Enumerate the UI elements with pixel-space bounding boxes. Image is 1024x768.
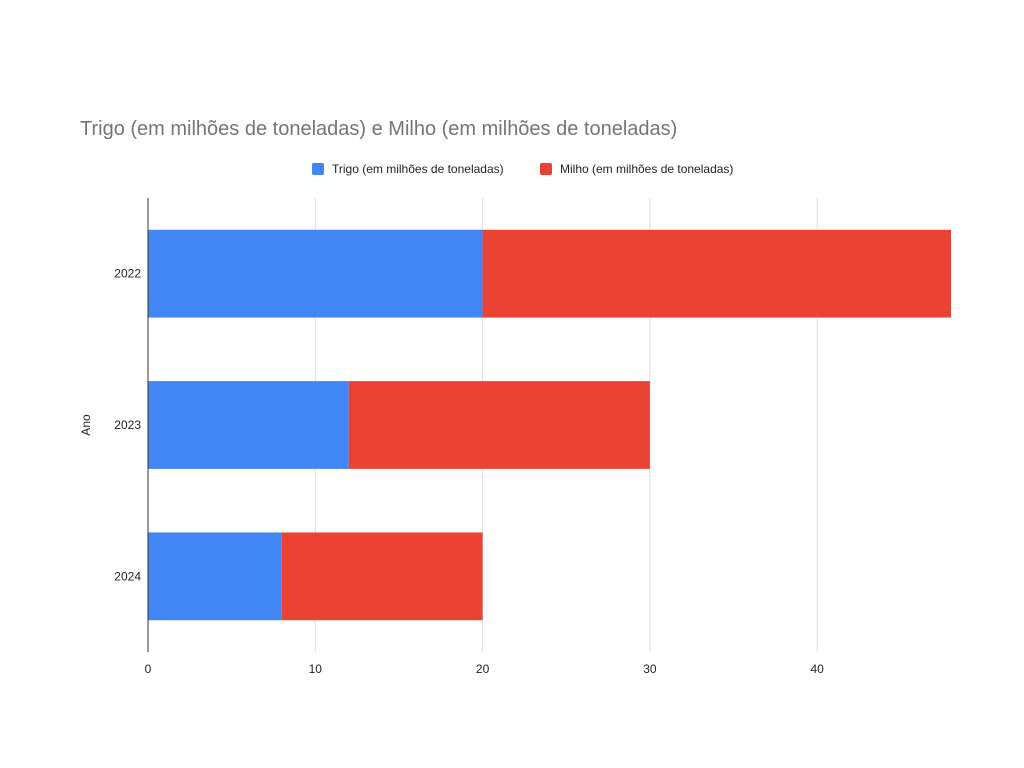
legend-swatch-milho bbox=[540, 163, 552, 175]
bar-milho-2023[interactable] bbox=[348, 381, 650, 469]
y-tick-label: 2023 bbox=[114, 418, 141, 432]
bar-trigo-2022[interactable] bbox=[148, 229, 483, 318]
x-tick-label: 0 bbox=[145, 662, 152, 676]
y-axis-label: Ano bbox=[79, 414, 93, 436]
bar-trigo-2024[interactable] bbox=[148, 532, 282, 621]
bar-milho-2022[interactable] bbox=[482, 229, 951, 318]
legend-label-milho: Milho (em milhões de toneladas) bbox=[560, 162, 734, 176]
bar-trigo-2023[interactable] bbox=[148, 381, 349, 469]
chart-title: Trigo (em milhões de toneladas) e Milho … bbox=[80, 118, 678, 140]
x-tick-label: 30 bbox=[643, 662, 657, 676]
x-tick-label: 10 bbox=[309, 662, 323, 676]
legend: Trigo (em milhões de toneladas) Milho (e… bbox=[0, 162, 1024, 182]
x-tick-label: 20 bbox=[476, 662, 490, 676]
legend-item-milho[interactable]: Milho (em milhões de toneladas) bbox=[540, 162, 733, 176]
x-tick-label: 40 bbox=[810, 662, 824, 676]
bar-milho-2024[interactable] bbox=[281, 532, 483, 621]
legend-swatch-trigo bbox=[312, 163, 324, 175]
legend-label-trigo: Trigo (em milhões de toneladas) bbox=[332, 162, 504, 176]
y-tick-label: 2022 bbox=[114, 267, 141, 281]
legend-item-trigo[interactable]: Trigo (em milhões de toneladas) bbox=[312, 162, 504, 176]
y-tick-label: 2024 bbox=[114, 569, 141, 583]
